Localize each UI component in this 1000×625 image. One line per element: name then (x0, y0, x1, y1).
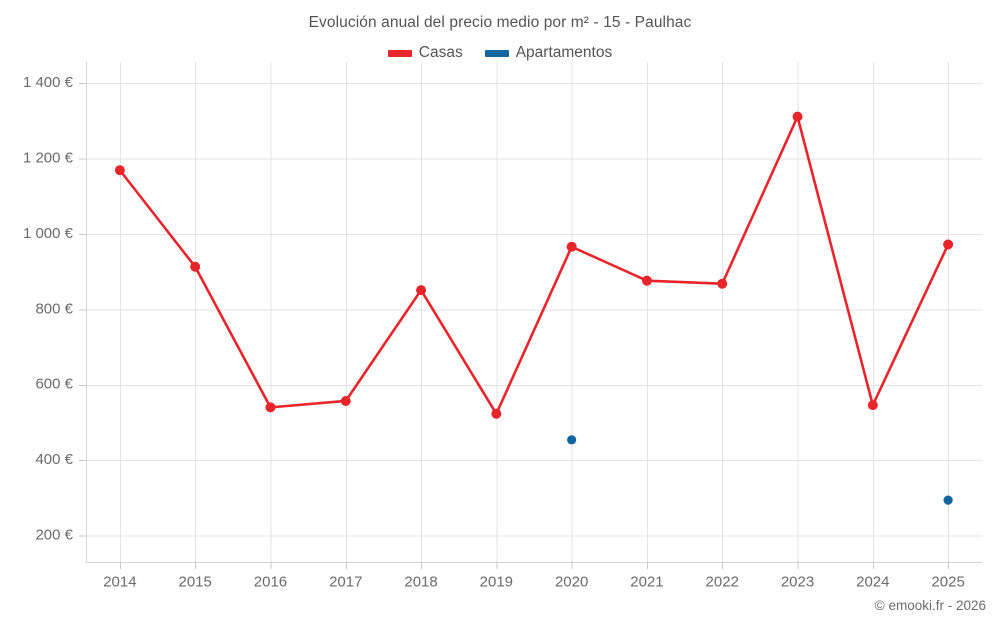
data-point-casas[interactable]: Casas 2022: 868 (717, 278, 728, 289)
x-axis-tick-label: 2017 (329, 573, 362, 590)
data-point-casas[interactable]: Casas 2016: 540 (265, 402, 276, 413)
x-axis-tick-label: 2022 (706, 573, 739, 590)
y-axis-tick-label: 600 € (35, 376, 73, 393)
data-point-apartamentos[interactable]: Apartamentos 2025: 294 (943, 495, 953, 505)
x-axis-tick-label: 2019 (480, 573, 513, 590)
chart-footer-credit: © emooki.fr - 2026 (874, 598, 986, 613)
chart-title: Evolución anual del precio medio por m² … (308, 14, 692, 31)
x-axis-tick-label: 2015 (178, 573, 211, 590)
data-point-casas[interactable]: Casas 2021: 876 (641, 275, 652, 286)
chart-legend: Casas Apartamentos (0, 44, 1000, 62)
y-axis-tick-label: 1 000 € (23, 225, 74, 242)
data-point-casas[interactable]: Casas 2023: 1311 (792, 111, 803, 122)
data-point-casas[interactable]: Casas 2025: 972 (943, 239, 954, 250)
data-point-casas[interactable]: Casas 2014: 1169 (114, 165, 125, 176)
legend-color-swatch-casas (387, 49, 412, 57)
x-axis-tick-label: 2016 (254, 573, 287, 590)
gridlines (86, 62, 982, 562)
y-axis-tick-label: 1 200 € (23, 149, 74, 166)
data-point-casas[interactable]: Casas 2017: 557 (340, 395, 351, 406)
x-axis-tick-label: 2014 (103, 573, 136, 590)
data-point-casas[interactable]: Casas 2019: 523 (491, 408, 502, 419)
x-axis-tick-label: 2020 (555, 573, 588, 590)
x-axis-tick-label: 2023 (781, 573, 814, 590)
legend-item-casas[interactable]: Casas (387, 44, 463, 62)
data-point-casas[interactable]: Casas 2015: 913 (190, 261, 201, 272)
axes (79, 62, 982, 569)
legend-item-apartamentos[interactable]: Apartamentos (484, 44, 613, 62)
x-axis-tick-label: 2021 (630, 573, 663, 590)
y-axis-tick-label: 800 € (35, 300, 73, 317)
legend-label-casas: Casas (418, 44, 463, 61)
x-axis-tick-label: 2025 (931, 573, 964, 590)
data-point-apartamentos[interactable]: Apartamentos 2020: 454 (567, 435, 577, 445)
legend-label-apartamentos: Apartamentos (515, 44, 613, 61)
y-axis-tick-label: 200 € (35, 527, 73, 544)
data-point-casas[interactable]: Casas 2024: 546 (867, 400, 878, 411)
y-axis-tick-label: 400 € (35, 451, 73, 468)
x-axis-tick-label: 2024 (856, 573, 889, 590)
x-axis-tick-labels: 2014 2015 2016 2017 2018 2019 2020 2021 2022 2023… (103, 573, 965, 590)
y-axis-tick-label: 1 400 € (23, 74, 74, 91)
data-series: Casas 2014: 1169 Casas 2015: 913 Casas 201… (114, 111, 954, 505)
data-point-casas[interactable]: Casas 2018: 851 (416, 285, 427, 296)
x-axis-tick-label: 2018 (404, 573, 437, 590)
legend-color-swatch-apartamentos (484, 49, 509, 57)
y-axis-tick-labels: 200 € 400 € 600 € 800 € 1 000 € 1 200 € 1 400 … (23, 74, 74, 544)
series-line-casas (118, 115, 950, 416)
data-point-casas[interactable]: Casas 2020: 966 (566, 241, 577, 252)
